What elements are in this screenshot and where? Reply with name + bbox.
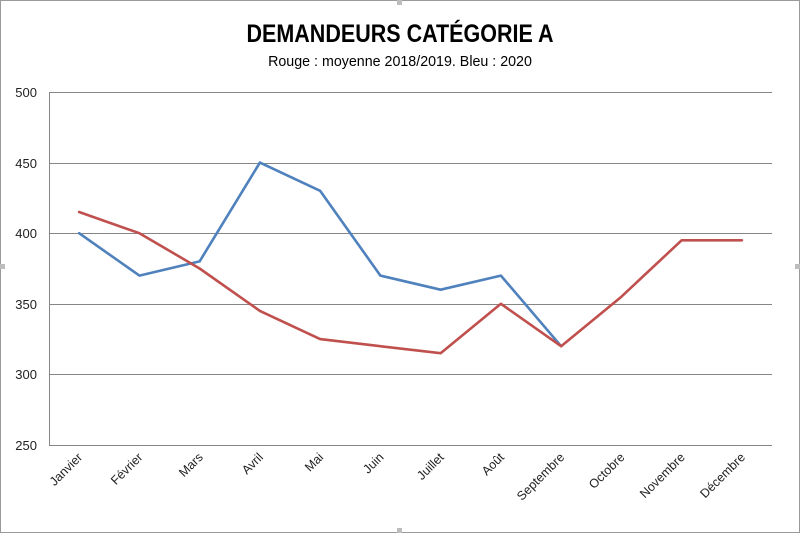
x-tick-label: Septembre [514,450,567,503]
resize-handle-bottom[interactable] [397,528,402,533]
y-tick-label: 500 [15,85,37,100]
x-axis: Janvier Février Mars Avril Mai Juin Juillet Aoû… [47,450,748,504]
y-tick-label: 350 [15,297,37,312]
x-tick-label: Janvier [47,450,85,488]
gridlines [49,92,772,446]
x-tick-label: Juillet [414,450,447,483]
resize-handle-right[interactable] [795,264,800,269]
series-line-blue [77,161,563,348]
resize-handle-left[interactable] [0,264,5,269]
y-axis: 250 300 350 400 450 500 [15,85,37,453]
chart-subtitle: Rouge : moyenne 2018/2019. Bleu : 2020 [268,53,532,70]
x-tick-label: Avril [239,450,266,477]
y-tick-label: 400 [15,226,37,241]
series-line-red [77,210,744,355]
x-tick-label: Mars [176,450,206,480]
resize-handle-top[interactable] [397,0,402,5]
y-tick-label: 450 [15,156,37,171]
x-tick-label: Février [108,450,145,487]
series-lines [77,161,744,355]
x-tick-label: Mai [302,450,326,474]
y-tick-label: 250 [15,438,37,453]
x-tick-label: Août [479,450,507,478]
x-tick-label: Octobre [586,450,627,491]
x-tick-label: Décembre [697,450,748,501]
y-tick-label: 300 [15,367,37,382]
x-tick-label: Juin [360,450,386,476]
chart-title: DEMANDEURS CATÉGORIE A [246,20,554,48]
x-tick-label: Novembre [637,450,688,501]
